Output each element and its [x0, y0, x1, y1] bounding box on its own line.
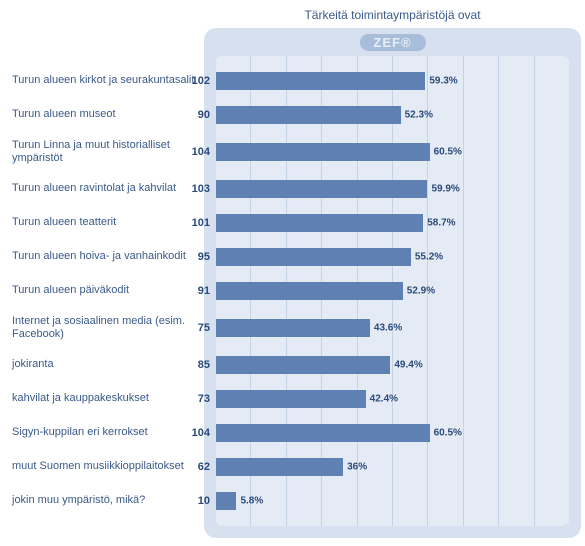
bar-slot: 7543.6% [216, 308, 569, 348]
bar-row: 8549.4% [216, 348, 569, 382]
row-label: Sigyn-kuppilan eri kerrokset [4, 416, 204, 450]
bar-slot: 9052.3% [216, 98, 569, 132]
bar-slot: 9152.9% [216, 274, 569, 308]
bar: 49.4% [216, 356, 390, 374]
bar-pct-label: 58.7% [427, 218, 455, 229]
bar-row: 10460.5% [216, 416, 569, 450]
bar-slot: 8549.4% [216, 348, 569, 382]
row-count: 73 [190, 393, 216, 405]
bar-slot: 6236% [216, 450, 569, 484]
bar: 55.2% [216, 248, 411, 266]
row-count: 91 [190, 285, 216, 297]
bar-slot: 10460.5% [216, 132, 569, 172]
bar: 60.5% [216, 424, 430, 442]
bar: 5.8% [216, 492, 236, 510]
bar-row: 9555.2% [216, 240, 569, 274]
bar-pct-label: 49.4% [394, 360, 422, 371]
bar-slot: 10460.5% [216, 416, 569, 450]
row-label: muut Suomen musiikkioppilaitokset [4, 450, 204, 484]
bar-slot: 105.8% [216, 484, 569, 518]
bar: 52.9% [216, 282, 403, 300]
bar-slot: 7342.4% [216, 382, 569, 416]
bar-pct-label: 52.3% [405, 110, 433, 121]
bar-slot: 10158.7% [216, 206, 569, 240]
row-count: 95 [190, 251, 216, 263]
row-label: Turun alueen päiväkodit [4, 274, 204, 308]
bar-pct-label: 36% [347, 462, 367, 473]
bar-pct-label: 59.9% [431, 184, 459, 195]
row-count: 103 [190, 183, 216, 195]
row-label: jokin muu ympäristö, mikä? [4, 484, 204, 518]
bar: 43.6% [216, 319, 370, 337]
row-count: 101 [190, 217, 216, 229]
bar-row: 6236% [216, 450, 569, 484]
labels-column: Turun alueen kirkot ja seurakuntasalitTu… [4, 28, 204, 538]
row-label: Turun alueen hoiva- ja vanhainkodit [4, 240, 204, 274]
row-label: Turun Linna ja muut historialliset ympär… [4, 132, 204, 172]
bar: 59.3% [216, 72, 425, 90]
bar-row: 7342.4% [216, 382, 569, 416]
row-count: 102 [190, 75, 216, 87]
bar: 59.9% [216, 180, 427, 198]
row-count: 85 [190, 359, 216, 371]
bar-rows: 10259.3%9052.3%10460.5%10359.9%10158.7%9… [216, 64, 569, 518]
bar-row: 9152.9% [216, 274, 569, 308]
bar-pct-label: 43.6% [374, 323, 402, 334]
row-count: 10 [190, 495, 216, 507]
bar: 42.4% [216, 390, 366, 408]
bar-pct-label: 60.5% [434, 147, 462, 158]
bar: 58.7% [216, 214, 423, 232]
bar-pct-label: 60.5% [434, 428, 462, 439]
bar-slot: 10259.3% [216, 64, 569, 98]
bar-pct-label: 59.3% [429, 76, 457, 87]
bar-row: 10359.9% [216, 172, 569, 206]
bar-slot: 9555.2% [216, 240, 569, 274]
bar-pct-label: 55.2% [415, 252, 443, 263]
chart-title: Tärkeitä toimintaympäristöjä ovat [204, 8, 581, 22]
chart-area: Turun alueen kirkot ja seurakuntasalitTu… [4, 28, 581, 538]
row-label: Turun alueen kirkot ja seurakuntasalit [4, 64, 204, 98]
bar-row: 10460.5% [216, 132, 569, 172]
bar-pct-label: 42.4% [370, 394, 398, 405]
row-label: Turun alueen teatterit [4, 206, 204, 240]
bar-row: 9052.3% [216, 98, 569, 132]
chart-container: Tärkeitä toimintaympäristöjä ovat Turun … [0, 0, 585, 546]
row-count: 90 [190, 109, 216, 121]
row-label: kahvilat ja kauppakeskukset [4, 382, 204, 416]
bar: 60.5% [216, 143, 430, 161]
brand-badge: ZEF® [359, 34, 425, 51]
bar: 52.3% [216, 106, 401, 124]
bar-row: 10259.3% [216, 64, 569, 98]
bar-pct-label: 5.8% [240, 496, 263, 507]
row-label: Turun alueen museot [4, 98, 204, 132]
row-count: 75 [190, 322, 216, 334]
bar: 36% [216, 458, 343, 476]
row-label: jokiranta [4, 348, 204, 382]
bar-row: 7543.6% [216, 308, 569, 348]
row-count: 104 [190, 427, 216, 439]
bar-row: 10158.7% [216, 206, 569, 240]
plot-area: ZEF® 10259.3%9052.3%10460.5%10359.9%1015… [204, 28, 581, 538]
bar-pct-label: 52.9% [407, 286, 435, 297]
bar-slot: 10359.9% [216, 172, 569, 206]
bar-row: 105.8% [216, 484, 569, 518]
row-count: 62 [190, 461, 216, 473]
row-label: Turun alueen ravintolat ja kahvilat [4, 172, 204, 206]
row-count: 104 [190, 146, 216, 158]
row-label: Internet ja sosiaalinen media (esim. Fac… [4, 308, 204, 348]
plot-inner: 10259.3%9052.3%10460.5%10359.9%10158.7%9… [216, 56, 569, 526]
